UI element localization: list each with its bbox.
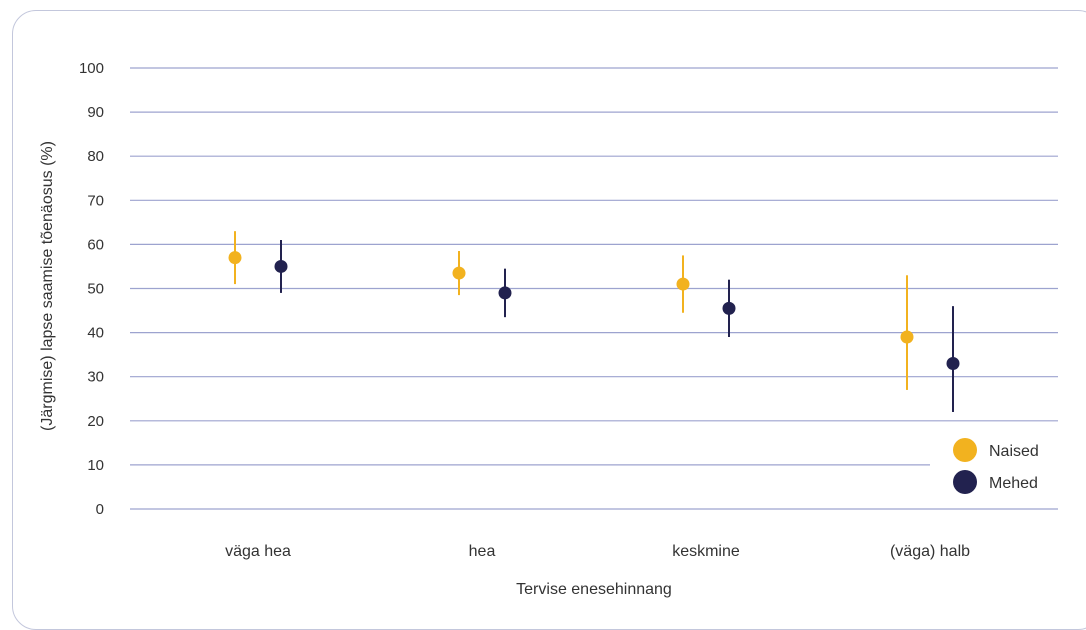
- legend-marker: [953, 438, 977, 462]
- data-point: [946, 356, 960, 370]
- data-point: [676, 277, 690, 291]
- data-point: [452, 266, 466, 280]
- y-tick-label: 50: [87, 281, 104, 298]
- y-tick-label: 40: [87, 325, 104, 342]
- y-tick-label: 10: [87, 457, 104, 474]
- y-tick-label: 80: [87, 148, 104, 165]
- x-tick-label: väga hea: [225, 543, 291, 560]
- legend-background: [930, 432, 1065, 500]
- y-tick-label: 70: [87, 192, 104, 209]
- marks: [228, 231, 960, 412]
- y-tick-label: 30: [87, 369, 104, 386]
- legend-label: Mehed: [989, 475, 1038, 492]
- x-tick-label: keskmine: [672, 543, 740, 560]
- grid: [130, 67, 1058, 510]
- y-tick-label: 60: [87, 236, 104, 253]
- x-tick-labels: väga hea hea keskmine (väga) halb: [225, 543, 970, 560]
- data-point: [722, 301, 736, 315]
- legend-label: Naised: [989, 443, 1039, 460]
- data-point: [900, 330, 914, 344]
- chart: 0 10 20 30 40 50 60 70 80 90 100 väga hea hea keskmi…: [39, 60, 1065, 598]
- data-point: [274, 259, 288, 273]
- data-point: [228, 251, 242, 265]
- legend: Naised Mehed: [930, 432, 1065, 500]
- x-axis-title: Tervise enesehinnang: [516, 581, 672, 598]
- y-axis-title: (Järgmise) lapse saamise tõenäosus (%): [39, 141, 56, 431]
- legend-marker: [953, 470, 977, 494]
- y-tick-labels: 0 10 20 30 40 50 60 70 80 90 100: [79, 60, 104, 518]
- data-point: [498, 286, 512, 300]
- y-tick-label: 20: [87, 413, 104, 430]
- y-tick-label: 90: [87, 104, 104, 121]
- x-tick-label: (väga) halb: [890, 543, 970, 560]
- y-tick-label: 100: [79, 60, 104, 77]
- x-tick-label: hea: [469, 543, 496, 560]
- y-tick-label: 0: [96, 501, 104, 518]
